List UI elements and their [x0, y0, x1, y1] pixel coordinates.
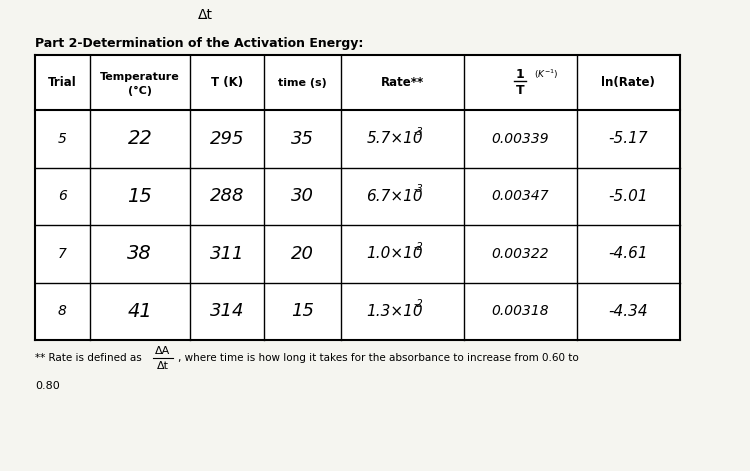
- Text: 6: 6: [58, 189, 67, 203]
- Text: 1: 1: [516, 68, 525, 81]
- Text: 311: 311: [210, 245, 244, 263]
- Text: Δt: Δt: [157, 361, 169, 371]
- Text: 0.00339: 0.00339: [491, 132, 549, 146]
- Bar: [35, 55, 680, 340]
- Text: 35: 35: [291, 130, 314, 148]
- Text: 30: 30: [291, 187, 314, 205]
- Text: -5.01: -5.01: [608, 189, 648, 204]
- Text: 7: 7: [58, 247, 67, 261]
- Text: 314: 314: [210, 302, 244, 320]
- Text: 22: 22: [128, 129, 152, 148]
- Text: 0.00322: 0.00322: [491, 247, 549, 261]
- Text: -2: -2: [414, 242, 424, 252]
- Text: $(K^{-1})$: $(K^{-1})$: [534, 68, 559, 81]
- Text: 15: 15: [291, 302, 314, 320]
- Text: 15: 15: [128, 187, 152, 206]
- Text: 38: 38: [128, 244, 152, 263]
- Text: ln(Rate): ln(Rate): [602, 76, 656, 89]
- Text: 0.80: 0.80: [35, 381, 60, 391]
- Text: -4.34: -4.34: [608, 304, 648, 319]
- Text: Part 2-Determination of the Activation Energy:: Part 2-Determination of the Activation E…: [35, 36, 363, 49]
- Text: 1.3×10: 1.3×10: [366, 304, 423, 319]
- Text: 41: 41: [128, 302, 152, 321]
- Text: 5.7×10: 5.7×10: [366, 131, 423, 146]
- Text: 288: 288: [210, 187, 244, 205]
- Text: (°C): (°C): [128, 85, 152, 96]
- Text: -3: -3: [414, 184, 424, 194]
- Text: 1.0×10: 1.0×10: [366, 246, 423, 261]
- Text: 6.7×10: 6.7×10: [366, 189, 423, 204]
- Text: 0.00347: 0.00347: [491, 189, 549, 203]
- Text: , where time is how long it takes for the absorbance to increase from 0.60 to: , where time is how long it takes for th…: [178, 353, 579, 363]
- Text: Trial: Trial: [48, 76, 76, 89]
- Text: 5: 5: [58, 132, 67, 146]
- Text: 295: 295: [210, 130, 244, 148]
- Text: ** Rate is defined as: ** Rate is defined as: [35, 353, 142, 363]
- Text: 20: 20: [291, 245, 314, 263]
- Text: -2: -2: [414, 299, 424, 309]
- Text: T (K): T (K): [211, 76, 243, 89]
- Text: 0.00318: 0.00318: [491, 304, 549, 318]
- Text: -4.61: -4.61: [608, 246, 648, 261]
- Text: -5.17: -5.17: [608, 131, 648, 146]
- Text: T: T: [516, 84, 525, 97]
- Text: Δt: Δt: [197, 8, 212, 22]
- Text: 8: 8: [58, 304, 67, 318]
- Text: Temperature: Temperature: [100, 73, 180, 82]
- Text: ΔA: ΔA: [155, 346, 170, 356]
- Text: time (s): time (s): [278, 78, 327, 88]
- Text: Rate**: Rate**: [381, 76, 424, 89]
- Text: -3: -3: [414, 127, 424, 137]
